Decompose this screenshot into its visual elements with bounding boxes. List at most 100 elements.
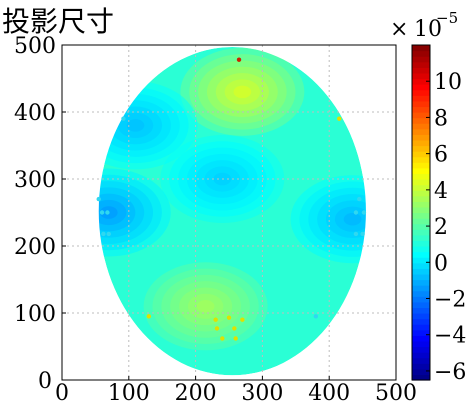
colorbar-segment [412,229,430,236]
colorbar-segment [412,212,430,219]
field-feature-bottom-left-high [143,262,268,351]
multiplier-exponent: −5 [436,9,458,27]
colorbar-segment [412,173,430,180]
marker-point [240,317,245,322]
x-tick-label: 0 [55,381,69,406]
colorbar-tick-label: 4 [434,179,448,204]
colorbar-segment [412,151,430,158]
colorbar-frame [411,44,431,381]
x-tick-label: 500 [375,381,417,406]
colorbar-segment [412,190,430,197]
colorbar-segment [412,206,430,214]
colorbar-segment [412,84,430,91]
colorbar-segment [412,251,430,258]
colorbar: −6 −4 −2 0 2 4 6 8 10 [411,44,466,385]
marker-point [214,326,220,331]
colorbar-segment [412,201,430,208]
colorbar-segment [412,218,430,225]
colorbar-segment [412,290,430,297]
colorbar-segment [412,374,430,381]
colorbar-segment [412,106,430,113]
marker-point [101,231,106,237]
colorbar-tick-label: −4 [434,324,466,349]
colorbar-segment [412,273,430,281]
heatmap-field [62,45,396,380]
colorbar-segment [412,262,430,269]
x-tick-label: 400 [308,381,350,406]
colorbar-segment [412,89,430,96]
colorbar-segment [412,340,430,348]
colorbar-segment [412,246,430,253]
marker-point [233,336,238,341]
y-axis: 0 100 200 300 400 500 [14,34,66,394]
colorbar-segment [412,234,430,242]
y-tick-label: 400 [14,101,56,126]
colorbar-segment [412,324,430,331]
marker-point [232,326,237,331]
colorbar-segment [412,117,430,124]
marker-point [353,231,359,237]
colorbar-segment [412,123,430,130]
colorbar-segment [412,195,430,202]
colorbar-tick-label: 10 [434,70,462,95]
marker-point [106,231,111,237]
colorbar-segment [412,346,430,353]
colorbar-segment [412,134,430,141]
colorbar-tick-label: 0 [434,251,448,276]
y-tick-label: 100 [14,302,56,327]
y-tick-label: 500 [14,34,56,59]
colorbar-segment [412,72,430,80]
plot-frame [61,44,397,381]
x-axis: 0 100 200 300 400 500 [55,376,417,406]
colorbar-segment [412,61,430,68]
colorbar-tick-label: −6 [434,360,466,385]
colorbar-segment [412,268,430,275]
colorbar-segment [412,50,430,57]
marker-point [357,196,362,202]
colorbar-segment [412,257,430,264]
marker-point [353,210,359,215]
colorbar-segment [412,179,430,186]
colorbar-multiplier: × 10 −5 [390,9,458,42]
y-tick-label: 0 [38,369,52,394]
marker-point [96,196,101,202]
colorbar-segment [412,296,430,303]
colorbar-segment [412,240,430,247]
marker-point [360,231,365,237]
colorbar-tick-label: 6 [434,143,448,168]
colorbar-segment [412,156,430,163]
colorbar-segment [412,363,430,370]
colorbar-segment [412,167,430,175]
marker-point [105,210,110,215]
colorbar-segment [412,95,430,102]
chart-title: 投影尺寸 [2,5,115,38]
colorbar-tick-label: −2 [434,288,466,313]
colorbar-segment [412,368,430,376]
colorbar-segment [412,112,430,119]
colorbar-segment [412,223,430,230]
colorbar-segment [412,335,430,342]
y-tick-label: 200 [14,235,56,260]
marker-point [99,210,105,215]
colorbar-segment [412,318,430,325]
marker-group [96,57,367,341]
colorbar-segment [412,307,430,314]
field-feature-top-high [180,47,305,136]
colorbar-segment [412,67,430,74]
x-tick-label: 100 [108,381,150,406]
colorbar-segment [412,100,430,108]
colorbar-segment [412,184,430,191]
marker-point [313,314,319,319]
colorbar-segment [412,313,430,320]
colorbar-segment [412,352,430,359]
colorbar-segment [412,139,430,147]
colorbar-segment [412,78,430,85]
colorbar-segment [412,279,430,286]
x-tick-label: 300 [241,381,283,406]
colorbar-segment [412,162,430,169]
colorbar-segment [412,357,430,364]
y-tick-label: 300 [14,168,56,193]
colorbar-segment [412,329,430,336]
